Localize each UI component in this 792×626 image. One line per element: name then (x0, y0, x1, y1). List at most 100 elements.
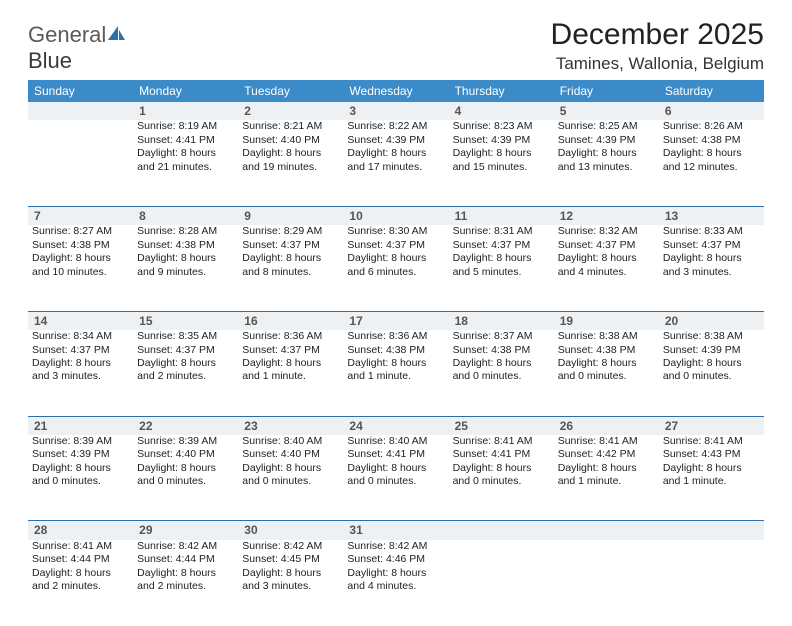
day-cell: Sunrise: 8:40 AMSunset: 4:41 PMDaylight:… (343, 435, 448, 521)
sunrise-text: Sunrise: 8:39 AM (32, 435, 129, 448)
day-number: 23 (238, 416, 343, 435)
daylight-text: and 17 minutes. (347, 161, 444, 174)
sunrise-text: Sunrise: 8:41 AM (453, 435, 550, 448)
daylight-text: and 0 minutes. (663, 370, 760, 383)
sunset-text: Sunset: 4:39 PM (663, 344, 760, 357)
daylight-text: and 0 minutes. (453, 475, 550, 488)
daylight-text: and 4 minutes. (347, 580, 444, 593)
day-number: 15 (133, 311, 238, 330)
day-cell: Sunrise: 8:34 AMSunset: 4:37 PMDaylight:… (28, 330, 133, 416)
daylight-text: and 3 minutes. (32, 370, 129, 383)
day-number: 25 (449, 416, 554, 435)
day-number: 31 (343, 521, 448, 540)
weekday-header: Friday (554, 80, 659, 102)
daylight-text: and 12 minutes. (663, 161, 760, 174)
sunset-text: Sunset: 4:44 PM (137, 553, 234, 566)
day-cell (28, 120, 133, 206)
day-number: 3 (343, 102, 448, 120)
sunrise-text: Sunrise: 8:27 AM (32, 225, 129, 238)
daylight-text: Daylight: 8 hours (32, 567, 129, 580)
daylight-text: Daylight: 8 hours (242, 252, 339, 265)
sunrise-text: Sunrise: 8:23 AM (453, 120, 550, 133)
sunset-text: Sunset: 4:38 PM (32, 239, 129, 252)
sunrise-text: Sunrise: 8:28 AM (137, 225, 234, 238)
daylight-text: and 3 minutes. (242, 580, 339, 593)
sunrise-text: Sunrise: 8:40 AM (347, 435, 444, 448)
sunset-text: Sunset: 4:37 PM (242, 239, 339, 252)
daylight-text: Daylight: 8 hours (242, 462, 339, 475)
daylight-text: and 0 minutes. (558, 370, 655, 383)
brand-logo: GeneralBlue (28, 22, 126, 74)
sunrise-text: Sunrise: 8:26 AM (663, 120, 760, 133)
daylight-text: Daylight: 8 hours (347, 357, 444, 370)
day-cell (449, 540, 554, 626)
day-cell: Sunrise: 8:38 AMSunset: 4:38 PMDaylight:… (554, 330, 659, 416)
daylight-text: Daylight: 8 hours (32, 357, 129, 370)
daylight-text: Daylight: 8 hours (663, 462, 760, 475)
day-number: 29 (133, 521, 238, 540)
sunset-text: Sunset: 4:37 PM (453, 239, 550, 252)
day-cell: Sunrise: 8:25 AMSunset: 4:39 PMDaylight:… (554, 120, 659, 206)
daylight-text: Daylight: 8 hours (242, 567, 339, 580)
daylight-text: Daylight: 8 hours (347, 462, 444, 475)
weekday-header: Tuesday (238, 80, 343, 102)
day-data-row: Sunrise: 8:19 AMSunset: 4:41 PMDaylight:… (28, 120, 764, 206)
day-cell: Sunrise: 8:38 AMSunset: 4:39 PMDaylight:… (659, 330, 764, 416)
sunrise-text: Sunrise: 8:34 AM (32, 330, 129, 343)
day-cell (554, 540, 659, 626)
header: GeneralBlue December 2025 Tamines, Wallo… (28, 18, 764, 74)
day-number-row: 123456 (28, 102, 764, 120)
day-data-row: Sunrise: 8:39 AMSunset: 4:39 PMDaylight:… (28, 435, 764, 521)
sunrise-text: Sunrise: 8:39 AM (137, 435, 234, 448)
sunrise-text: Sunrise: 8:42 AM (347, 540, 444, 553)
sunset-text: Sunset: 4:39 PM (558, 134, 655, 147)
daylight-text: Daylight: 8 hours (32, 252, 129, 265)
sunrise-text: Sunrise: 8:41 AM (663, 435, 760, 448)
day-number-row: 78910111213 (28, 206, 764, 225)
day-cell: Sunrise: 8:32 AMSunset: 4:37 PMDaylight:… (554, 225, 659, 311)
day-number: 28 (28, 521, 133, 540)
day-cell: Sunrise: 8:37 AMSunset: 4:38 PMDaylight:… (449, 330, 554, 416)
weekday-header: Saturday (659, 80, 764, 102)
day-number (28, 102, 133, 120)
daylight-text: and 19 minutes. (242, 161, 339, 174)
sunrise-text: Sunrise: 8:29 AM (242, 225, 339, 238)
daylight-text: and 6 minutes. (347, 266, 444, 279)
day-number: 4 (449, 102, 554, 120)
day-number: 21 (28, 416, 133, 435)
day-number: 19 (554, 311, 659, 330)
daylight-text: and 2 minutes. (137, 580, 234, 593)
daylight-text: and 15 minutes. (453, 161, 550, 174)
day-cell: Sunrise: 8:27 AMSunset: 4:38 PMDaylight:… (28, 225, 133, 311)
day-cell: Sunrise: 8:30 AMSunset: 4:37 PMDaylight:… (343, 225, 448, 311)
daylight-text: Daylight: 8 hours (32, 462, 129, 475)
sunset-text: Sunset: 4:37 PM (558, 239, 655, 252)
day-number: 9 (238, 206, 343, 225)
sunset-text: Sunset: 4:37 PM (663, 239, 760, 252)
daylight-text: Daylight: 8 hours (137, 252, 234, 265)
day-cell: Sunrise: 8:31 AMSunset: 4:37 PMDaylight:… (449, 225, 554, 311)
day-number: 18 (449, 311, 554, 330)
sunrise-text: Sunrise: 8:41 AM (558, 435, 655, 448)
day-number-row: 28293031 (28, 521, 764, 540)
sunset-text: Sunset: 4:40 PM (137, 448, 234, 461)
day-cell (659, 540, 764, 626)
sunrise-text: Sunrise: 8:37 AM (453, 330, 550, 343)
day-number: 22 (133, 416, 238, 435)
day-number: 30 (238, 521, 343, 540)
brand-text: GeneralBlue (28, 22, 126, 74)
sunrise-text: Sunrise: 8:36 AM (242, 330, 339, 343)
day-cell: Sunrise: 8:39 AMSunset: 4:39 PMDaylight:… (28, 435, 133, 521)
sunrise-text: Sunrise: 8:19 AM (137, 120, 234, 133)
daylight-text: Daylight: 8 hours (558, 462, 655, 475)
daylight-text: Daylight: 8 hours (663, 147, 760, 160)
day-data-row: Sunrise: 8:41 AMSunset: 4:44 PMDaylight:… (28, 540, 764, 626)
day-number: 13 (659, 206, 764, 225)
day-number: 10 (343, 206, 448, 225)
day-number: 27 (659, 416, 764, 435)
daylight-text: Daylight: 8 hours (663, 357, 760, 370)
sunrise-text: Sunrise: 8:30 AM (347, 225, 444, 238)
daylight-text: and 5 minutes. (453, 266, 550, 279)
weekday-header: Sunday (28, 80, 133, 102)
sunrise-text: Sunrise: 8:42 AM (242, 540, 339, 553)
